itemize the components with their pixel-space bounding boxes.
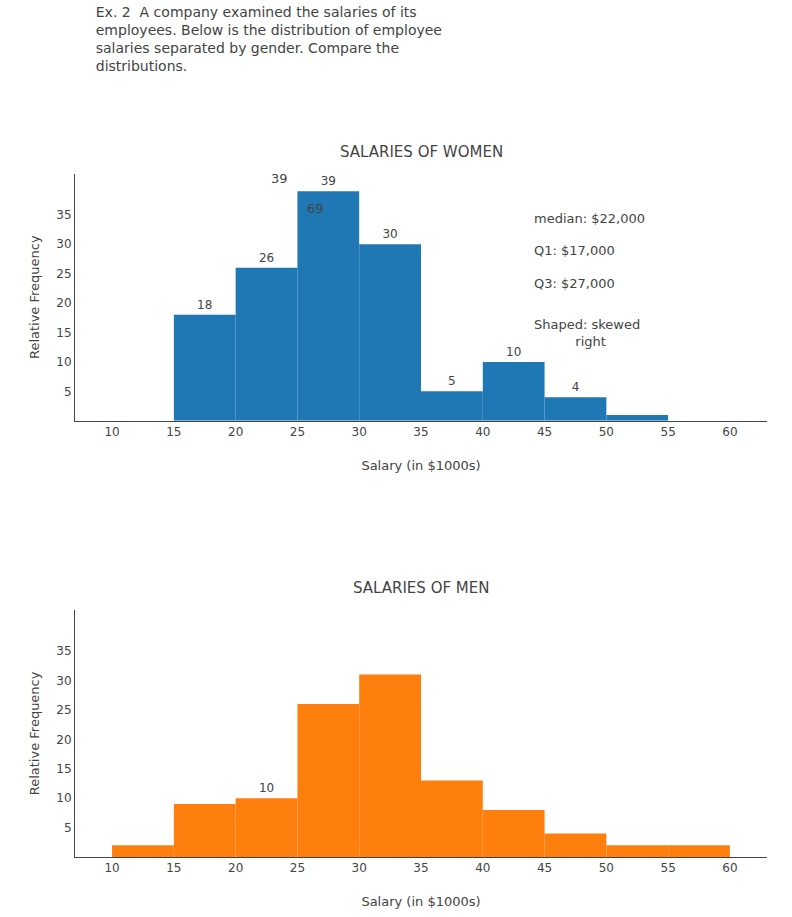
svg-text:55: 55 [660, 425, 675, 439]
svg-text:10: 10 [104, 861, 119, 875]
svg-text:SALARIES OF MEN: SALARIES OF MEN [353, 579, 489, 597]
svg-text:SALARIES OF WOMEN: SALARIES OF WOMEN [340, 143, 503, 161]
svg-text:20: 20 [56, 733, 71, 747]
svg-text:30: 30 [352, 425, 367, 439]
svg-text:26: 26 [259, 251, 274, 265]
svg-text:5: 5 [64, 821, 72, 835]
svg-text:10: 10 [56, 355, 71, 369]
svg-text:30: 30 [56, 674, 71, 688]
svg-text:15: 15 [56, 762, 71, 776]
svg-text:Salary (in $1000s): Salary (in $1000s) [361, 458, 480, 473]
svg-text:25: 25 [290, 861, 305, 875]
svg-text:15: 15 [166, 425, 181, 439]
svg-text:30: 30 [56, 237, 71, 251]
svg-text:69: 69 [307, 201, 324, 216]
svg-text:50: 50 [599, 861, 614, 875]
svg-text:35: 35 [56, 644, 71, 658]
svg-text:10: 10 [506, 345, 521, 359]
svg-text:35: 35 [413, 425, 428, 439]
svg-text:39: 39 [321, 174, 336, 188]
svg-text:5: 5 [64, 385, 72, 399]
svg-text:Relative Frequency: Relative Frequency [27, 235, 42, 359]
svg-text:5: 5 [448, 374, 456, 388]
svg-text:30: 30 [352, 861, 367, 875]
svg-text:45: 45 [537, 861, 552, 875]
svg-text:15: 15 [166, 861, 181, 875]
svg-text:60: 60 [722, 861, 737, 875]
svg-text:25: 25 [56, 267, 71, 281]
svg-text:Q3: $27,000: Q3: $27,000 [534, 276, 615, 291]
svg-text:40: 40 [475, 861, 490, 875]
svg-text:20: 20 [56, 296, 71, 310]
svg-text:Relative Frequency: Relative Frequency [27, 671, 42, 795]
svg-text:50: 50 [599, 425, 614, 439]
svg-text:10: 10 [259, 781, 274, 795]
svg-text:Shaped: skewed right: Shaped: skewed right [534, 317, 640, 349]
svg-text:45: 45 [537, 425, 552, 439]
svg-text:25: 25 [56, 703, 71, 717]
svg-text:55: 55 [660, 861, 675, 875]
svg-text:median: $22,000: median: $22,000 [534, 211, 645, 226]
svg-text:Q1: $17,000: Q1: $17,000 [534, 243, 615, 258]
svg-text:35: 35 [56, 208, 71, 222]
svg-text:4: 4 [572, 380, 580, 394]
svg-text:15: 15 [56, 326, 71, 340]
svg-text:Ex. 2 A company examined the: Ex. 2 A company examined the salaries of… [96, 4, 442, 75]
svg-text:18: 18 [197, 298, 212, 312]
svg-text:20: 20 [228, 425, 243, 439]
svg-text:60: 60 [722, 425, 737, 439]
svg-text:39: 39 [271, 171, 288, 186]
svg-text:40: 40 [475, 425, 490, 439]
svg-text:25: 25 [290, 425, 305, 439]
svg-text:20: 20 [228, 861, 243, 875]
svg-text:10: 10 [104, 425, 119, 439]
svg-text:Salary (in $1000s): Salary (in $1000s) [361, 894, 480, 909]
svg-text:30: 30 [382, 227, 397, 241]
svg-text:10: 10 [56, 791, 71, 805]
svg-text:35: 35 [413, 861, 428, 875]
